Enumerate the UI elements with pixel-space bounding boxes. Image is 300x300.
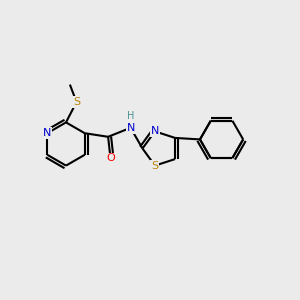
Text: H: H <box>127 111 135 122</box>
Text: O: O <box>106 153 115 164</box>
Text: N: N <box>43 128 52 138</box>
Text: N: N <box>151 126 159 136</box>
Text: S: S <box>73 97 80 107</box>
Text: N: N <box>126 123 135 133</box>
Text: S: S <box>152 160 158 171</box>
